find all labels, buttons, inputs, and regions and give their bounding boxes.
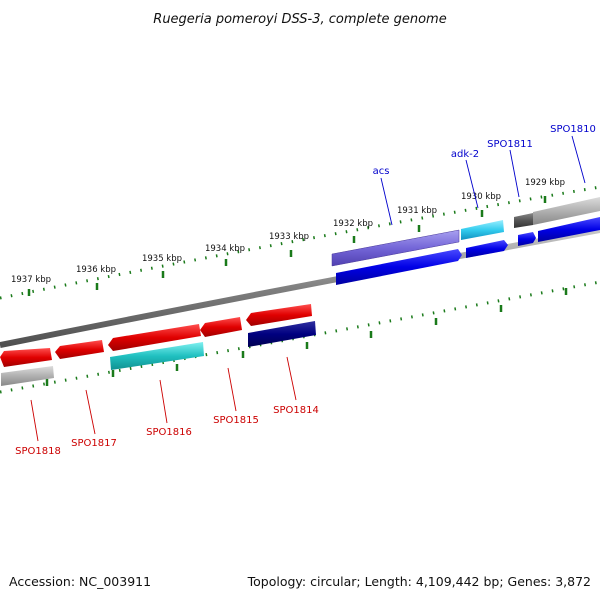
gene-gray[interactable] <box>1 366 54 386</box>
top-gene-labels: acs adk-2 SPO1811 SPO1810 <box>373 124 596 177</box>
gene-label-spo1811[interactable]: SPO1811 <box>487 139 533 150</box>
gene-adk-2[interactable] <box>461 220 504 240</box>
kbp-label: 1929 kbp <box>525 178 565 188</box>
kbp-labels: 1937 kbp 1936 kbp 1935 kbp 1934 kbp 1933… <box>11 178 565 285</box>
gene-teal[interactable] <box>110 342 204 370</box>
gene-label-spo1817[interactable]: SPO1817 <box>71 438 117 449</box>
kbp-label: 1936 kbp <box>76 265 116 275</box>
genome-backbone <box>0 227 600 348</box>
gene-forward-blue[interactable] <box>466 240 508 258</box>
top-label-leaders <box>380 135 586 226</box>
inner-tick-scale <box>0 280 600 394</box>
topology-label: Topology: circular; Length: 4,109,442 bp… <box>247 574 591 589</box>
gene-forward-blue[interactable] <box>538 217 600 242</box>
gene-label-adk-2[interactable]: adk-2 <box>451 149 479 160</box>
kbp-label: 1931 kbp <box>397 206 437 216</box>
gene-spo1810[interactable] <box>533 197 600 225</box>
kbp-label: 1933 kbp <box>269 232 309 242</box>
gene-spo1814[interactable] <box>246 304 312 326</box>
kbp-label: 1932 kbp <box>333 219 373 229</box>
gene-label-acs[interactable]: acs <box>373 166 390 177</box>
forward-strand-genes <box>331 197 600 285</box>
gene-forward-blue[interactable] <box>518 232 536 246</box>
gene-spo1815[interactable] <box>200 317 242 337</box>
outer-tick-scale <box>0 185 600 300</box>
gene-forward-blue[interactable] <box>336 249 462 285</box>
kbp-label: 1937 kbp <box>11 275 51 285</box>
gene-label-spo1818[interactable]: SPO1818 <box>15 446 61 457</box>
reverse-strand-genes <box>0 304 316 386</box>
gene-navy[interactable] <box>248 321 316 347</box>
map-title: Ruegeria pomeroyi DSS-3, complete genome <box>153 12 446 27</box>
kbp-label: 1930 kbp <box>461 192 501 202</box>
accession-label: Accession: NC_003911 <box>9 574 151 589</box>
gene-spo1818[interactable] <box>0 348 52 367</box>
gene-label-spo1810[interactable]: SPO1810 <box>550 124 596 135</box>
gene-spo1816[interactable] <box>108 324 201 351</box>
bottom-label-leaders <box>30 356 297 442</box>
gene-spo1817[interactable] <box>55 340 104 359</box>
kbp-label: 1935 kbp <box>142 254 182 264</box>
gene-label-spo1814[interactable]: SPO1814 <box>273 405 319 416</box>
kbp-label: 1934 kbp <box>205 244 245 254</box>
gene-label-spo1815[interactable]: SPO1815 <box>213 415 259 426</box>
gene-label-spo1816[interactable]: SPO1816 <box>146 427 192 438</box>
gene-spo1811[interactable] <box>514 213 533 228</box>
bottom-gene-labels: SPO1818 SPO1817 SPO1816 SPO1815 SPO1814 <box>15 405 319 457</box>
gene-acs[interactable] <box>331 229 460 267</box>
